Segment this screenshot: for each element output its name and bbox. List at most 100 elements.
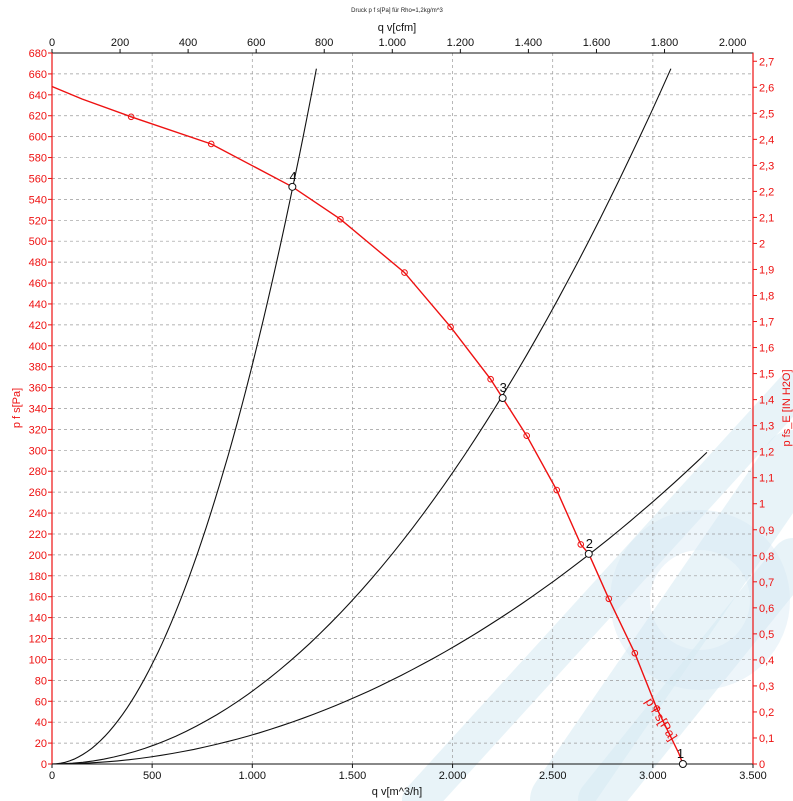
y-left-tick-label: 160 bbox=[29, 592, 47, 604]
operating-point-marker bbox=[288, 182, 297, 191]
y-right-tick-label: 1,3 bbox=[759, 421, 774, 433]
y-left-tick-label: 320 bbox=[29, 424, 47, 436]
grid-lines bbox=[52, 53, 753, 764]
operating-point-marker bbox=[498, 394, 507, 403]
x-top-tick-label: 1.000 bbox=[379, 37, 407, 49]
y-left-tick-label: 660 bbox=[29, 69, 47, 81]
y-left-tick-label: 260 bbox=[29, 487, 47, 499]
operating-point-label: 4 bbox=[289, 169, 296, 184]
fan-curve-marker bbox=[631, 649, 639, 657]
x-bottom-tick-label: 1.500 bbox=[339, 770, 367, 782]
y-right-tick-label: 1,2 bbox=[759, 447, 774, 459]
x-top-tick-label: 1.200 bbox=[447, 37, 475, 49]
y-left-tick-label: 220 bbox=[29, 529, 47, 541]
system-curve bbox=[51, 68, 672, 765]
y-left-tick-label: 540 bbox=[29, 194, 47, 206]
y-right-tick-label: 2,6 bbox=[759, 82, 774, 94]
fan-curve-marker bbox=[605, 595, 613, 603]
x-bottom-tick-label: 2.500 bbox=[539, 770, 567, 782]
y-left-tick-label: 60 bbox=[35, 696, 47, 708]
y-right-tick-label: 0,7 bbox=[759, 577, 774, 589]
y-left-tick-label: 620 bbox=[29, 111, 47, 123]
y-right-tick-label: 1,7 bbox=[759, 317, 774, 329]
x-bottom-tick-label: 1.000 bbox=[239, 770, 267, 782]
y-left-tick-label: 600 bbox=[29, 132, 47, 144]
y-left-tick-label: 460 bbox=[29, 278, 47, 290]
chart-title: Druck p f s[Pa] für Rho=1,2kg/m^3 bbox=[351, 8, 443, 14]
y-left-tick-label: 200 bbox=[29, 550, 47, 562]
y-right-tick-label: 0,2 bbox=[759, 707, 774, 719]
y-right-tick-label: 0,8 bbox=[759, 551, 774, 563]
fan-curve-marker bbox=[207, 140, 215, 148]
operating-point-label: 1 bbox=[677, 746, 684, 761]
y-left-tick-label: 380 bbox=[29, 362, 47, 374]
fan-curve-marker bbox=[487, 375, 494, 383]
y-left-tick-label: 360 bbox=[29, 383, 47, 395]
y-left-tick-label: 580 bbox=[29, 153, 47, 165]
operating-point-label: 3 bbox=[500, 380, 507, 395]
y-left-tick-label: 180 bbox=[29, 571, 47, 583]
y-right-tick-label: 1,1 bbox=[759, 473, 774, 485]
fan-curve-line bbox=[51, 85, 684, 765]
x-bottom-tick-label: 3.000 bbox=[639, 770, 667, 782]
y-right-tick-label: 1,9 bbox=[759, 264, 774, 276]
x-top-tick-label: 2.000 bbox=[719, 37, 747, 49]
fan-curve-marker bbox=[127, 113, 135, 121]
x-bottom-tick-label: 2.000 bbox=[439, 770, 467, 782]
watermark-ring bbox=[610, 510, 790, 690]
y-left-tick-label: 680 bbox=[29, 48, 47, 60]
y-left-tick-label: 140 bbox=[29, 613, 47, 625]
x-bottom-tick-label: 0 bbox=[49, 770, 55, 782]
y-left-tick-label: 480 bbox=[29, 257, 47, 269]
y-right-tick-label: 0,4 bbox=[759, 655, 774, 667]
y-right-tick-label: 1,6 bbox=[759, 343, 774, 355]
y-left-tick-label: 120 bbox=[29, 634, 47, 646]
y-left-tick-label: 240 bbox=[29, 508, 47, 520]
operating-point-label: 2 bbox=[586, 536, 593, 551]
x-bottom-tick-label: 500 bbox=[143, 770, 161, 782]
y-right-tick-label: 0 bbox=[759, 759, 765, 771]
y-left-axis-label: p f s[Pa] bbox=[11, 388, 23, 428]
y-left-tick-label: 420 bbox=[29, 320, 47, 332]
fan-curve-marker bbox=[553, 486, 561, 494]
y-right-tick-label: 1,8 bbox=[759, 291, 774, 303]
x-top-tick-label: 800 bbox=[315, 37, 333, 49]
fan-curve-marker bbox=[523, 432, 530, 439]
fan-curve-marker bbox=[577, 541, 585, 548]
operating-points: 1 2 3 4 bbox=[288, 169, 687, 768]
y-right-axis-label: p fs_E [IN H2O] bbox=[781, 369, 793, 446]
y-right-tick-label: 2 bbox=[759, 238, 765, 250]
y-left-tick-label: 0 bbox=[41, 759, 47, 771]
x-bottom-tick-label: 3.500 bbox=[739, 770, 767, 782]
y-right-tick-label: 1 bbox=[759, 499, 765, 511]
y-left-tick-label: 440 bbox=[29, 299, 47, 311]
x-top-tick-label: 1.400 bbox=[515, 37, 543, 49]
x-top-tick-label: 600 bbox=[247, 37, 265, 49]
x-top-tick-label: 400 bbox=[179, 37, 197, 49]
x-top-tick-label: 200 bbox=[111, 37, 129, 49]
fan-curve-marker bbox=[401, 269, 408, 276]
y-right-tick-label: 2,1 bbox=[759, 212, 774, 224]
y-left-tick-label: 500 bbox=[29, 236, 47, 248]
operating-point-marker bbox=[678, 760, 687, 768]
y-left-tick-label: 80 bbox=[35, 675, 47, 687]
y-left-tick-label: 280 bbox=[29, 466, 47, 478]
y-right-tick-label: 2,7 bbox=[759, 56, 774, 68]
x-bottom-axis-label: q v[m^3/h] bbox=[372, 786, 422, 798]
x-top-axis-label: q v[cfm] bbox=[378, 22, 417, 34]
y-left-tick-label: 560 bbox=[29, 173, 47, 185]
y-right-tick-label: 2,3 bbox=[759, 160, 774, 172]
operating-point-marker bbox=[584, 549, 593, 558]
y-left-tick-label: 20 bbox=[35, 738, 47, 750]
y-right-tick-label: 2,2 bbox=[759, 186, 774, 198]
y-left-tick-label: 400 bbox=[29, 341, 47, 353]
y-left-tick-label: 520 bbox=[29, 215, 47, 227]
fan-curve-marker bbox=[447, 323, 454, 331]
system-curve bbox=[51, 452, 708, 765]
y-right-tick-label: 0,9 bbox=[759, 525, 774, 537]
y-left-tick-label: 300 bbox=[29, 445, 47, 457]
system-curve bbox=[51, 68, 317, 765]
y-left-tick-label: 640 bbox=[29, 90, 47, 102]
